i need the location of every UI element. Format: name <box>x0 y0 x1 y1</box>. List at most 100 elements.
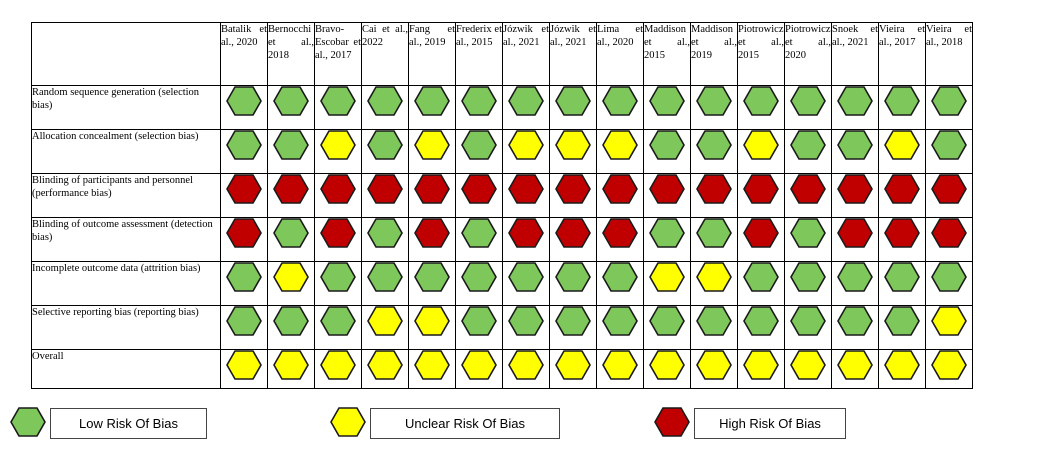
rating-cell <box>784 349 832 389</box>
low-risk-hexagon-icon <box>226 130 262 160</box>
legend-low-label: Low Risk Of Bias <box>50 408 207 439</box>
rating-cell <box>831 129 879 174</box>
high-risk-hexagon-icon <box>367 174 403 204</box>
high-risk-hexagon-icon <box>461 174 497 204</box>
rating-cell <box>690 349 738 389</box>
high-risk-hexagon-icon <box>743 174 779 204</box>
rating-cell <box>878 349 926 389</box>
rating-cell <box>220 217 268 262</box>
rating-cell <box>596 173 644 218</box>
rating-cell <box>408 349 456 389</box>
unclear-risk-hexagon-icon <box>837 350 873 380</box>
unclear-risk-hexagon-icon <box>461 350 497 380</box>
rating-cell <box>361 305 409 350</box>
study-header-1: Batalik et al., 2020 <box>220 22 268 86</box>
high-risk-hexagon-icon <box>508 174 544 204</box>
rating-cell <box>925 261 973 306</box>
rating-cell <box>878 217 926 262</box>
low-risk-hexagon-icon <box>320 86 356 116</box>
high-risk-hexagon-icon <box>226 174 262 204</box>
rating-cell <box>925 129 973 174</box>
high-risk-hexagon-icon <box>273 174 309 204</box>
low-risk-hexagon-icon <box>696 86 732 116</box>
rating-cell <box>831 217 879 262</box>
low-risk-hexagon-icon <box>273 130 309 160</box>
domain-row: Blinding of participants and personnel (… <box>31 173 973 218</box>
rating-cell <box>690 261 738 306</box>
low-risk-hexagon-icon <box>743 306 779 336</box>
rating-cell <box>314 129 362 174</box>
low-risk-hexagon-icon <box>837 130 873 160</box>
high-risk-hexagon-icon <box>884 218 920 248</box>
unclear-risk-hexagon-icon <box>367 350 403 380</box>
domain-row: Overall <box>31 349 973 389</box>
unclear-risk-hexagon-icon <box>884 130 920 160</box>
unclear-risk-hexagon-icon <box>273 262 309 292</box>
low-risk-hexagon-icon <box>461 130 497 160</box>
unclear-risk-hexagon-icon <box>696 350 732 380</box>
low-risk-hexagon-icon <box>837 262 873 292</box>
unclear-risk-hexagon-icon <box>414 350 450 380</box>
unclear-risk-hexagon-icon <box>649 350 685 380</box>
low-risk-hexagon-icon <box>367 130 403 160</box>
study-header-16: Vieira et al., 2018 <box>925 22 973 86</box>
rating-cell <box>220 349 268 389</box>
rating-cell <box>267 129 315 174</box>
rating-cell <box>690 217 738 262</box>
rating-cell <box>643 129 691 174</box>
study-header-5: Fang et al., 2019 <box>408 22 456 86</box>
low-risk-hexagon-icon <box>837 86 873 116</box>
rating-cell <box>502 349 550 389</box>
low-risk-hexagon-icon <box>461 262 497 292</box>
rating-cell <box>549 85 597 130</box>
high-risk-hexagon-icon <box>320 174 356 204</box>
rating-cell <box>596 305 644 350</box>
low-risk-hexagon-icon <box>508 262 544 292</box>
rating-cell <box>737 217 785 262</box>
study-header-15: Vieira et al., 2017 <box>878 22 926 86</box>
rating-cell <box>267 349 315 389</box>
low-risk-hexagon-icon <box>461 306 497 336</box>
rating-cell <box>784 217 832 262</box>
study-header-11: Maddison et al., 2019 <box>690 22 738 86</box>
rating-cell <box>737 349 785 389</box>
low-risk-hexagon-icon <box>226 306 262 336</box>
rating-cell <box>549 349 597 389</box>
rating-cell <box>502 173 550 218</box>
legend-unclear-label: Unclear Risk Of Bias <box>370 408 560 439</box>
rating-cell <box>690 129 738 174</box>
unclear-risk-hexagon-icon <box>414 130 450 160</box>
unclear-risk-hexagon-icon <box>508 130 544 160</box>
domain-label: Blinding of participants and personnel (… <box>31 173 221 218</box>
legend-unclear: Unclear Risk Of Bias <box>330 405 565 439</box>
low-risk-hexagon-icon <box>743 262 779 292</box>
rating-cell <box>737 305 785 350</box>
unclear-risk-hexagon-icon <box>602 130 638 160</box>
study-header-4: Cai et al., 2022 <box>361 22 409 86</box>
rating-cell <box>737 261 785 306</box>
rating-cell <box>314 305 362 350</box>
low-risk-hexagon-icon <box>790 262 826 292</box>
rating-cell <box>643 349 691 389</box>
rating-cell <box>361 173 409 218</box>
study-header-9: Lima et al., 2020 <box>596 22 644 86</box>
low-risk-hexagon-icon <box>10 407 46 437</box>
low-risk-hexagon-icon <box>602 306 638 336</box>
study-header-2: Bernocchi et al., 2018 <box>267 22 315 86</box>
rating-cell <box>408 305 456 350</box>
low-risk-hexagon-icon <box>790 306 826 336</box>
low-risk-hexagon-icon <box>414 86 450 116</box>
risk-of-bias-table: Batalik et al., 2020 Bernocchi et al., 20… <box>31 22 973 389</box>
rating-cell <box>925 349 973 389</box>
domain-label: Overall <box>31 349 221 389</box>
rating-cell <box>267 261 315 306</box>
rating-cell <box>220 305 268 350</box>
high-risk-hexagon-icon <box>414 218 450 248</box>
high-risk-hexagon-icon <box>508 218 544 248</box>
low-risk-hexagon-icon <box>696 130 732 160</box>
rating-cell <box>408 261 456 306</box>
unclear-risk-hexagon-icon <box>367 306 403 336</box>
domain-label: Incomplete outcome data (attrition bias) <box>31 261 221 306</box>
study-header-14: Snoek et al., 2021 <box>831 22 879 86</box>
low-risk-hexagon-icon <box>649 86 685 116</box>
